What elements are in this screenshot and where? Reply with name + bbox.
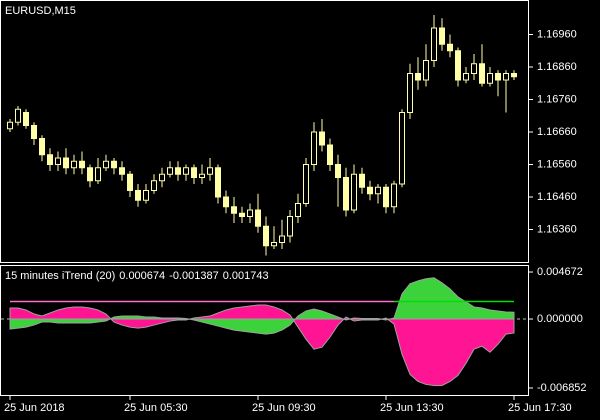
candle-body	[39, 138, 45, 156]
indicator-label: 15 minutes iTrend (20) 0.000674 -0.001387 0…	[5, 270, 269, 282]
indicator-area	[9, 277, 515, 335]
candle-body	[103, 160, 109, 169]
candle-body	[119, 167, 125, 175]
candle-body	[23, 112, 29, 126]
y-tick-label: 1.16960	[537, 28, 577, 40]
chart-title: EURUSD,M15	[5, 5, 76, 17]
y-tick-label: -0.006852	[537, 382, 587, 394]
y-tick-label: 1.16560	[537, 158, 577, 170]
candle-body	[207, 167, 213, 175]
candle-body	[319, 131, 325, 146]
candle-body	[95, 167, 101, 182]
x-tick-label: 25 Jun 17:30	[508, 402, 572, 414]
candle-body	[359, 173, 365, 188]
candle-body	[383, 186, 389, 208]
candle-body	[463, 73, 469, 81]
y-tick-label: 1.16660	[537, 126, 577, 138]
candle-body	[223, 196, 229, 208]
candle-body	[71, 160, 77, 169]
candle-body	[439, 27, 445, 45]
indicator-header: 15 minutes iTrend (20) 0.000674 -0.001387 0…	[5, 270, 269, 282]
candle-body	[175, 167, 181, 175]
candle-body	[231, 206, 237, 214]
candle-body	[263, 225, 269, 247]
candle-body	[479, 63, 485, 84]
candle-body	[111, 160, 117, 169]
candle-body	[471, 63, 477, 74]
candle-body	[31, 125, 37, 139]
candle-body	[239, 212, 245, 217]
candle-body	[399, 112, 405, 185]
y-tick-label: 1.16860	[537, 61, 577, 73]
y-tick-label: 1.16460	[537, 191, 577, 203]
y-tick-label: 0.004672	[537, 266, 583, 278]
indicator-panel-frame	[0, 265, 529, 396]
candle-body	[215, 167, 221, 198]
candle-body	[327, 144, 333, 165]
candle-body	[431, 27, 437, 61]
candle-body	[487, 73, 493, 84]
y-tick-label: 1.16360	[537, 223, 577, 235]
candle-body	[183, 167, 189, 175]
candle-body	[407, 73, 413, 113]
indicator-area	[9, 304, 515, 386]
candle-body	[503, 73, 509, 81]
candle-body	[191, 167, 197, 178]
indicator-value: 0.001743	[223, 270, 269, 282]
main-panel-frame	[0, 0, 529, 263]
indicator-value: -0.001387	[169, 270, 219, 282]
candle-body	[447, 43, 453, 52]
candle-body	[55, 157, 61, 165]
candle-body	[351, 173, 357, 211]
candle-body	[47, 154, 53, 165]
y-tick-label: 0.000000	[537, 313, 583, 325]
candle-body	[63, 157, 69, 169]
candle-body	[391, 183, 397, 208]
candle-body	[135, 190, 141, 201]
indicator-title: 15 minutes iTrend (20)	[5, 270, 115, 282]
candle-body	[87, 167, 93, 182]
candle-body	[143, 190, 149, 201]
candle-body	[167, 167, 173, 175]
candle-body	[7, 121, 13, 130]
candle-body	[311, 131, 317, 165]
indicator-value: 0.000674	[119, 270, 165, 282]
candle-body	[495, 73, 501, 81]
candle-body	[255, 209, 261, 227]
candle-body	[271, 242, 277, 247]
candle-body	[127, 173, 133, 191]
candle-body	[343, 177, 349, 211]
candle-body	[159, 173, 165, 182]
candle-body	[79, 160, 85, 169]
candle-body	[15, 108, 21, 123]
candle-body	[151, 180, 157, 191]
candle-body	[303, 164, 309, 204]
x-tick-label: 25 Jun 09:30	[252, 402, 316, 414]
x-tick-label: 25 Jun 05:30	[124, 402, 188, 414]
candle-body	[415, 73, 421, 81]
x-tick-label: 25 Jun 2018	[4, 402, 65, 414]
candle-body	[199, 173, 205, 178]
candle-body	[511, 73, 517, 78]
y-tick-label: 1.16760	[537, 93, 577, 105]
candle-body	[247, 209, 253, 217]
candle-body	[279, 235, 285, 243]
candle-body	[423, 60, 429, 81]
candle-body	[287, 216, 293, 237]
candle-body	[367, 186, 373, 195]
candle-body	[295, 203, 301, 217]
candle-body	[455, 50, 461, 81]
x-tick-label: 25 Jun 13:30	[380, 402, 444, 414]
candle-body	[335, 164, 341, 178]
candle-body	[375, 186, 381, 195]
